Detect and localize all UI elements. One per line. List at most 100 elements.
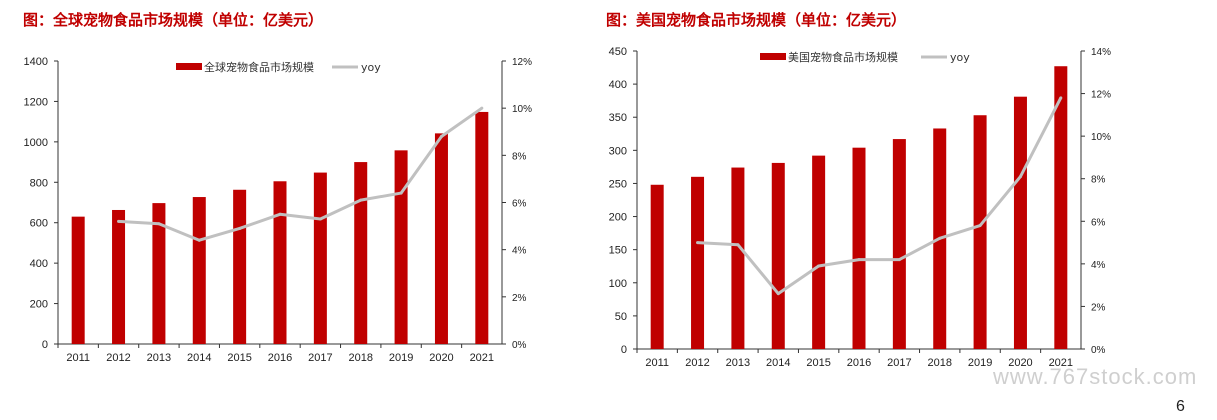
bar-2015 (812, 155, 826, 349)
left-tick-label: 200 (30, 299, 48, 311)
yoy-point-2016 (278, 212, 282, 216)
right-tick-label: 2% (1091, 302, 1106, 313)
left-tick-label: 0 (621, 344, 627, 356)
bar-2019 (973, 115, 987, 349)
yoy-point-2018 (938, 236, 942, 240)
left-tick-label: 0 (42, 339, 48, 351)
left-tick-label: 1000 (24, 137, 48, 149)
legend-bar-swatch (760, 53, 786, 60)
left-tick-label: 1400 (24, 56, 48, 68)
legend-bar-swatch (176, 63, 202, 70)
legend-line-label: yoy (950, 51, 970, 64)
bar-2016 (273, 181, 287, 344)
x-tick-label: 2014 (766, 357, 790, 369)
left-tick-label: 250 (609, 178, 627, 190)
right-tick-label: 0% (1091, 345, 1106, 356)
left-tick-label: 150 (609, 245, 627, 257)
right-tick-label: 8% (512, 151, 527, 162)
yoy-point-2019 (399, 191, 403, 195)
x-tick-label: 2020 (1008, 357, 1032, 369)
yoy-point-2016 (857, 258, 861, 262)
right-tick-label: 6% (512, 199, 527, 210)
yoy-point-2021 (480, 106, 484, 110)
x-tick-label: 2019 (389, 352, 413, 364)
left-tick-label: 400 (30, 258, 48, 270)
x-tick-label: 2017 (887, 357, 911, 369)
bar-2015 (233, 189, 247, 344)
bar-2020 (1013, 96, 1027, 349)
bar-2019 (394, 150, 408, 344)
x-tick-label: 2012 (106, 352, 130, 364)
right-tick-label: 8% (1091, 175, 1106, 186)
bar-2017 (892, 139, 906, 349)
bar-2014 (771, 162, 785, 349)
yoy-point-2020 (439, 134, 443, 138)
yoy-line (118, 106, 483, 242)
bar-2021 (475, 111, 489, 344)
bar-2020 (434, 133, 448, 344)
bar-2013 (731, 167, 745, 349)
legend-line-label: yoy (361, 61, 381, 74)
bar-2021 (1054, 66, 1068, 349)
x-tick-label: 2011 (645, 357, 669, 369)
left-tick-label: 350 (609, 112, 627, 124)
yoy-point-2015 (817, 264, 821, 268)
left-tick-label: 800 (30, 177, 48, 189)
yoy-point-2012 (117, 219, 121, 223)
global-pet-food-chart: 0 200 400 600 800 1000 1200 1400 0% 2% 4% 6% 8% 10% 12… (24, 56, 533, 364)
left-tick-label: 1200 (24, 96, 48, 108)
left-tick-label: 300 (609, 145, 627, 157)
x-tick-label: 2017 (308, 352, 332, 364)
x-tick-label: 2021 (470, 352, 494, 364)
yoy-point-2020 (1018, 175, 1022, 179)
yoy-point-2013 (736, 243, 740, 247)
bar-2018 (354, 162, 368, 344)
x-tick-label: 2016 (268, 352, 292, 364)
bar-2012 (112, 209, 126, 344)
right-tick-label: 12% (512, 57, 532, 68)
yoy-point-2019 (978, 224, 982, 228)
yoy-line (697, 97, 1063, 296)
left-tick-label: 100 (609, 278, 627, 290)
yoy-point-2017 (897, 258, 901, 262)
left-chart-title: 图：全球宠物食品市场规模（单位：亿美元） (23, 11, 324, 29)
left-tick-label: 600 (30, 218, 48, 230)
right-tick-label: 12% (1091, 90, 1111, 101)
right-tick-label: 2% (512, 293, 527, 304)
x-tick-label: 2014 (187, 352, 211, 364)
x-tick-label: 2013 (726, 357, 750, 369)
page-number: 6 (1176, 398, 1185, 415)
left-tick-label: 400 (609, 79, 627, 91)
x-tick-label: 2020 (429, 352, 453, 364)
left-tick-label: 450 (609, 46, 627, 58)
right-tick-label: 4% (1091, 260, 1106, 271)
watermark: www.767stock.com (993, 364, 1198, 389)
bar-2016 (852, 147, 866, 349)
yoy-point-2012 (696, 241, 700, 245)
x-tick-label: 2021 (1049, 357, 1073, 369)
yoy-point-2018 (359, 198, 363, 202)
x-tick-label: 2012 (685, 357, 709, 369)
x-tick-label: 2011 (66, 352, 90, 364)
yoy-point-2015 (238, 226, 242, 230)
x-tick-label: 2016 (847, 357, 871, 369)
left-tick-label: 200 (609, 212, 627, 224)
bar-2017 (313, 172, 327, 344)
x-tick-label: 2018 (348, 352, 372, 364)
yoy-point-2021 (1059, 96, 1063, 100)
bar-2011 (71, 216, 85, 344)
right-tick-label: 4% (512, 246, 527, 257)
legend-bar-label: 美国宠物食品市场规模 (788, 50, 898, 64)
bar-2012 (691, 176, 705, 349)
yoy-point-2013 (157, 222, 161, 226)
x-tick-label: 2018 (927, 357, 951, 369)
bar-2014 (192, 197, 206, 344)
yoy-point-2014 (197, 238, 201, 242)
x-tick-label: 2015 (227, 352, 251, 364)
right-chart-title: 图：美国宠物食品市场规模（单位：亿美元） (606, 11, 907, 29)
bar-2013 (152, 203, 166, 344)
bar-2011 (650, 184, 664, 349)
left-tick-label: 50 (615, 311, 627, 323)
x-tick-label: 2013 (147, 352, 171, 364)
x-tick-label: 2019 (968, 357, 992, 369)
